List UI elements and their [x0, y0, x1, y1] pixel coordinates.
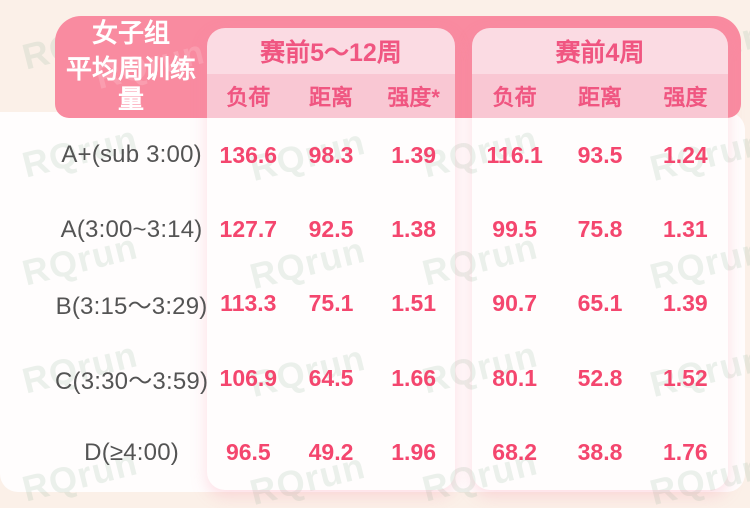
table-cell: 1.52 [662, 364, 708, 391]
group-title: 赛前5～12周 [207, 28, 455, 74]
table-cell: 116.1 [486, 141, 543, 168]
row-label: B(3:15～3:29) [55, 293, 208, 321]
table-cell: 1.66 [391, 364, 437, 391]
row-label-column: A+(sub 3:00) A(3:00~3:14) B(3:15～3:29) C… [55, 118, 209, 490]
table-cell: 98.3 [308, 141, 354, 168]
column-header-intensity: 强度 [642, 74, 728, 118]
row-label: D(≥4:00) [84, 438, 179, 466]
table-cell: 99.5 [492, 216, 538, 243]
table-cell: 80.1 [492, 364, 538, 391]
table-cell: 1.38 [391, 216, 437, 243]
table-cell: 1.31 [662, 216, 708, 243]
column-header-load: 负荷 [472, 74, 558, 118]
table-cell: 96.5 [225, 439, 271, 466]
row-label: A(3:00~3:14) [60, 215, 203, 243]
table-cell: 38.8 [577, 439, 623, 466]
table-body-background [0, 112, 745, 492]
corner-header-cell: 女子组 平均周训练量 [55, 16, 207, 118]
table-cell: 93.5 [577, 141, 623, 168]
table-cell: 113.3 [220, 290, 277, 317]
column-header-distance: 距离 [289, 74, 373, 118]
table-cell: 1.39 [391, 141, 437, 168]
table-cell: 90.7 [492, 290, 538, 317]
table-cell: 75.1 [308, 290, 354, 317]
table-cell: 92.5 [308, 216, 354, 243]
corner-title-line2: 平均周训练量 [65, 54, 196, 114]
panel-pre-race-5-12-weeks: 赛前5～12周 负荷 距离 强度* 136.6 98.3 1.39 127.7 … [207, 28, 455, 490]
table-cell: 1.51 [391, 290, 437, 317]
panel-pre-race-4-weeks: 赛前4周 负荷 距离 强度 116.1 93.5 1.24 99.5 75.8 … [472, 28, 728, 490]
table-cell: 52.8 [577, 364, 623, 391]
table-cell: 65.1 [577, 290, 623, 317]
table-cell: 75.8 [577, 216, 623, 243]
column-header-distance: 距离 [557, 74, 643, 118]
table-cell: 1.24 [662, 141, 708, 168]
table-cell: 64.5 [308, 364, 354, 391]
table-cell: 106.9 [219, 364, 278, 391]
corner-title-line1: 女子组 [91, 18, 170, 49]
column-header-intensity: 强度* [372, 74, 455, 118]
table-cell: 1.39 [662, 290, 708, 317]
table-cell: 49.2 [308, 439, 354, 466]
table-cell: 136.6 [219, 141, 278, 168]
column-header-load: 负荷 [207, 74, 290, 118]
row-label: A+(sub 3:00) [61, 141, 202, 169]
table-cell: 127.7 [219, 216, 278, 243]
group-title: 赛前4周 [472, 28, 728, 74]
table-cell: 1.96 [391, 439, 437, 466]
row-label: C(3:30～3:59) [55, 367, 209, 395]
table-cell: 68.2 [492, 439, 538, 466]
table-cell: 1.76 [662, 439, 708, 466]
